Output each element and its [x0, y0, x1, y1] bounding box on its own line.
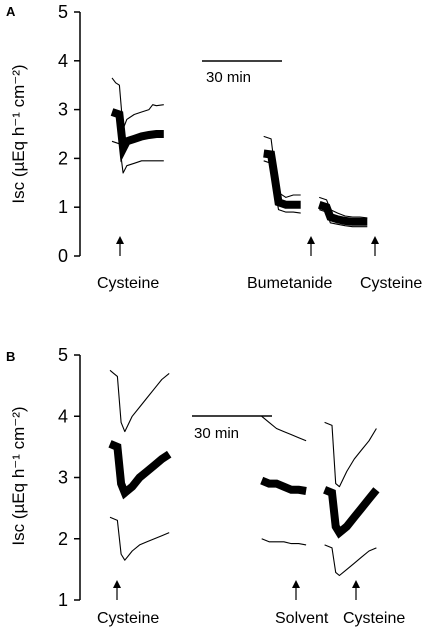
panel-a: A Isc (µEq h⁻¹ cm⁻²) 0 1 2 3 4 5 30 min Cyste…	[6, 2, 422, 292]
panel-a-segment-1-mean-trace	[110, 108, 164, 163]
panel-b-arrow-3	[352, 580, 360, 600]
panel-b-y-tick-label: 4	[58, 406, 68, 426]
panel-b-segment-1-lower-trace	[109, 516, 170, 561]
panel-b-y-tick-label: 3	[58, 468, 68, 488]
panel-b-arrow-1	[113, 580, 121, 600]
panel-a-y-axis-label: Isc (µEq h⁻¹ cm⁻²)	[9, 64, 28, 203]
panel-b-y-axis-label: Isc (µEq h⁻¹ cm⁻²)	[9, 406, 28, 545]
panel-b-arrow-2	[292, 580, 300, 600]
panel-a-y-tick-label: 2	[58, 148, 68, 168]
panel-b-stimulus-3: Cysteine	[343, 610, 405, 627]
panel-b-scalebar-label: 30 min	[194, 425, 239, 442]
panel-b-segment-3-lower-trace	[324, 544, 377, 577]
panel-b-segment-3-upper-trace	[324, 421, 377, 488]
panel-b-segment-3-mean-trace	[323, 486, 380, 539]
panel-a-segment-2-mean-trace	[263, 149, 301, 209]
panel-b-segment-2-mean-trace	[260, 476, 307, 495]
panel-a-label: A	[6, 4, 16, 19]
panel-a-y-tick-label: 0	[58, 246, 68, 266]
panel-a-y-tick-label: 3	[58, 100, 68, 120]
panel-b-y-tick-label: 1	[58, 590, 68, 610]
panel-a-stimulus-1: Cysteine	[97, 275, 159, 292]
panel-a-arrow-2	[307, 236, 315, 256]
panel-a-y-tick-label: 5	[58, 2, 68, 22]
panel-b-segment-1-mean-trace	[108, 440, 172, 500]
panel-b-stimulus-1: Cysteine	[97, 610, 159, 627]
panel-a-segment-3-mean-trace	[317, 200, 368, 226]
panel-b-y-tick-label: 5	[58, 345, 68, 365]
panel-b-segment-2-lower-trace	[261, 538, 307, 546]
panel-a-stimulus-2: Bumetanide	[247, 275, 332, 292]
panel-b-segment-1-upper-trace	[109, 369, 170, 433]
panel-a-segment-1-upper-trace	[111, 77, 164, 130]
panel-a-scalebar-label: 30 min	[206, 69, 251, 86]
panel-a-y-tick-label: 4	[58, 51, 68, 71]
panel-a-segment-3-upper-trace	[319, 196, 368, 219]
panel-b: B Isc (µEq h⁻¹ cm⁻²) 1 2 3 4 5 30 min Cystei…	[6, 345, 405, 627]
panel-b-y-tick-label: 2	[58, 529, 68, 549]
panel-a-arrow-3	[371, 236, 379, 256]
panel-b-label: B	[6, 349, 15, 364]
panel-b-segment-2-upper-trace	[261, 415, 307, 442]
panel-a-arrow-1	[116, 236, 124, 256]
panel-a-stimulus-3: Cysteine	[360, 275, 422, 292]
panel-b-stimulus-2: Solvent	[275, 610, 329, 627]
panel-a-y-tick-label: 1	[58, 197, 68, 217]
